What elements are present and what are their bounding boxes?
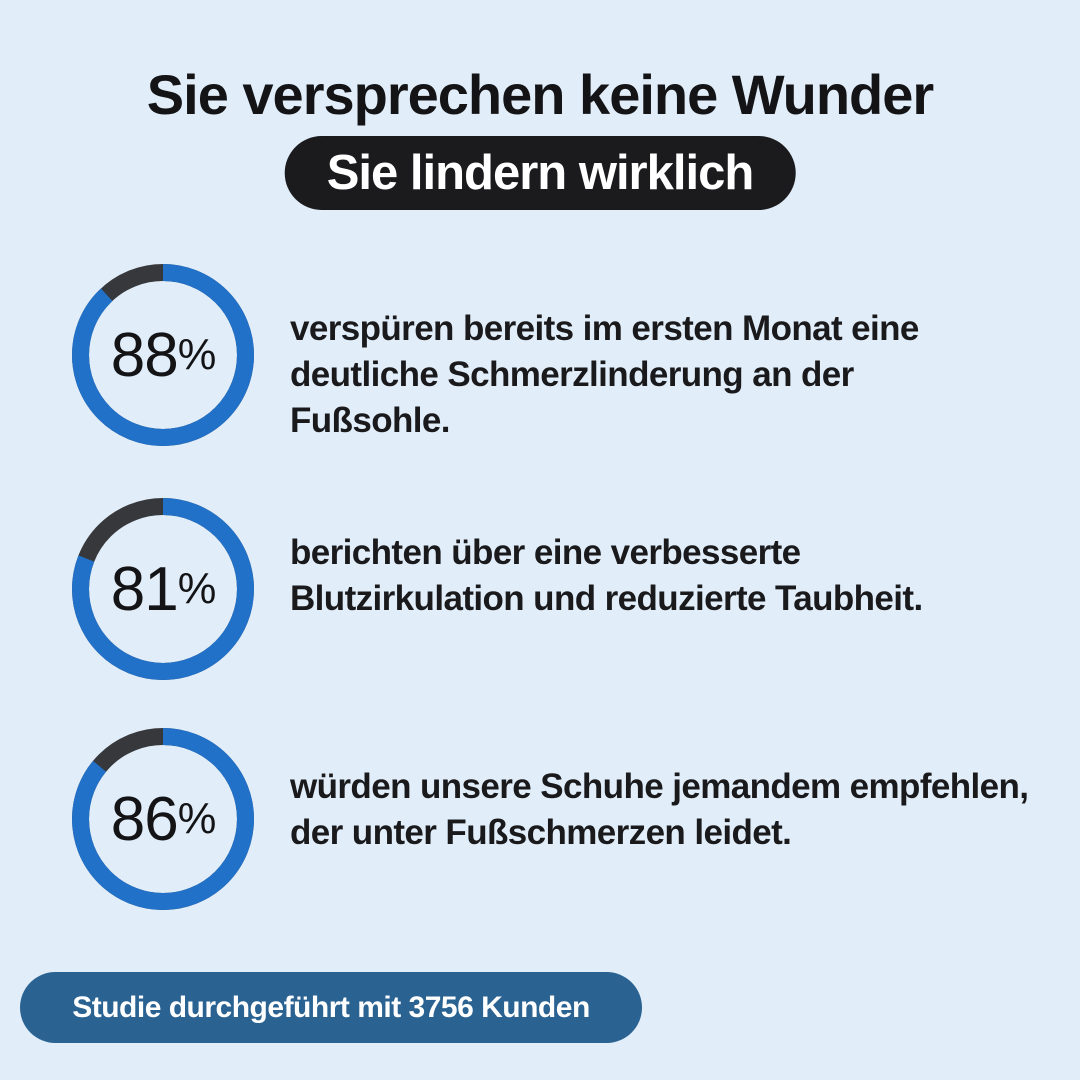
percent-sign: % — [177, 794, 217, 843]
donut-value-arc — [72, 264, 254, 446]
headline-badge-label: Sie lindern wirklich — [326, 146, 755, 200]
stat-row-1: 88% verspüren bereits im ersten Monat ei… — [72, 264, 1060, 446]
headline-badge: Sie lindern wirklich — [284, 136, 796, 210]
stat-row-2: 81% berichten über eine verbesserte Blut… — [72, 498, 1060, 680]
stat-text: verspüren bereits im ersten Monat eine d… — [290, 309, 919, 440]
donut-ring-svg — [72, 264, 254, 446]
donut-chart-88: 88% — [72, 264, 254, 446]
donut-chart-86: 86% — [72, 728, 254, 910]
stat-text: würden unsere Schuhe jemandem empfehlen,… — [290, 767, 1029, 852]
stat-text: berichten über eine verbesserte Blutzirk… — [290, 533, 923, 618]
percent-value: 88 — [110, 320, 179, 390]
study-footer-badge: Studie durchgeführt mit 3756 Kunden — [20, 972, 642, 1043]
donut-value-arc — [72, 498, 254, 680]
donut-chart-81: 81% — [72, 498, 254, 680]
donut-value-arc — [72, 728, 254, 910]
percent-label: 88% — [72, 264, 254, 446]
percent-sign: % — [177, 330, 217, 379]
percent-value: 81 — [110, 554, 179, 624]
percent-label: 81% — [72, 498, 254, 680]
study-footer-label: Studie durchgeführt mit 3756 Kunden — [72, 990, 590, 1024]
stat-row-3: 86% würden unsere Schuhe jemandem empfeh… — [72, 728, 1060, 910]
donut-ring-svg — [72, 728, 254, 910]
percent-sign: % — [177, 564, 217, 613]
donut-ring-svg — [72, 498, 254, 680]
percent-label: 86% — [72, 728, 254, 910]
percent-value: 86 — [110, 784, 179, 854]
page-title: Sie versprechen keine Wunder — [146, 63, 934, 126]
